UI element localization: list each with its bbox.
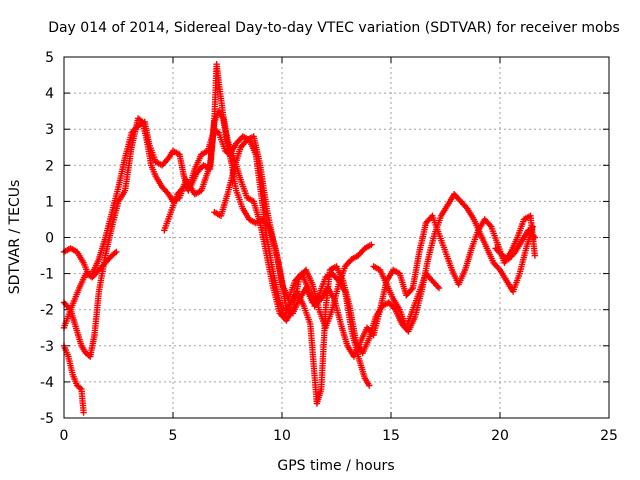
y-tick-label: -4 [40, 375, 54, 391]
x-tick-label: 20 [491, 428, 509, 444]
y-tick-label: -1 [40, 267, 54, 283]
data-point [179, 185, 186, 192]
data-point [531, 234, 539, 241]
x-axis-label: GPS time / hours [277, 458, 394, 474]
data-point [113, 248, 120, 256]
y-tick-label: 2 [45, 158, 54, 174]
axis-ticks: 0 5 10 15 20 25 -5 -4 -3 -2 -1 0 1 2 3 4 5 [40, 50, 618, 444]
data-points [60, 61, 539, 416]
y-tick-label: 5 [45, 50, 54, 66]
data-point [366, 382, 373, 389]
data-point [530, 232, 537, 240]
grid [64, 57, 609, 418]
data-point [434, 283, 441, 290]
plot-frame [63, 56, 610, 419]
data-point [80, 409, 87, 416]
y-tick-label: -2 [40, 303, 54, 319]
x-tick-label: 10 [273, 428, 291, 444]
chart-title: Day 014 of 2014, Sidereal Day-to-day VTE… [48, 20, 620, 36]
data-point [531, 252, 539, 259]
y-tick-label: -5 [40, 411, 54, 427]
data-point [66, 305, 73, 312]
y-tick-label: -3 [40, 339, 54, 355]
y-tick-label: 4 [45, 86, 54, 102]
x-tick-label: 15 [382, 428, 400, 444]
y-tick-label: 1 [45, 194, 54, 210]
y-tick-label: 0 [45, 231, 54, 247]
x-tick-label: 5 [169, 428, 178, 444]
data-point [76, 384, 84, 392]
data-point [111, 249, 119, 257]
data-point [368, 241, 375, 248]
y-tick-label: 3 [45, 122, 54, 138]
y-axis-label: SDTVAR / TECUs [7, 180, 23, 295]
x-tick-label: 25 [600, 428, 618, 444]
data-point [435, 284, 443, 292]
x-tick-label: 0 [60, 428, 69, 444]
